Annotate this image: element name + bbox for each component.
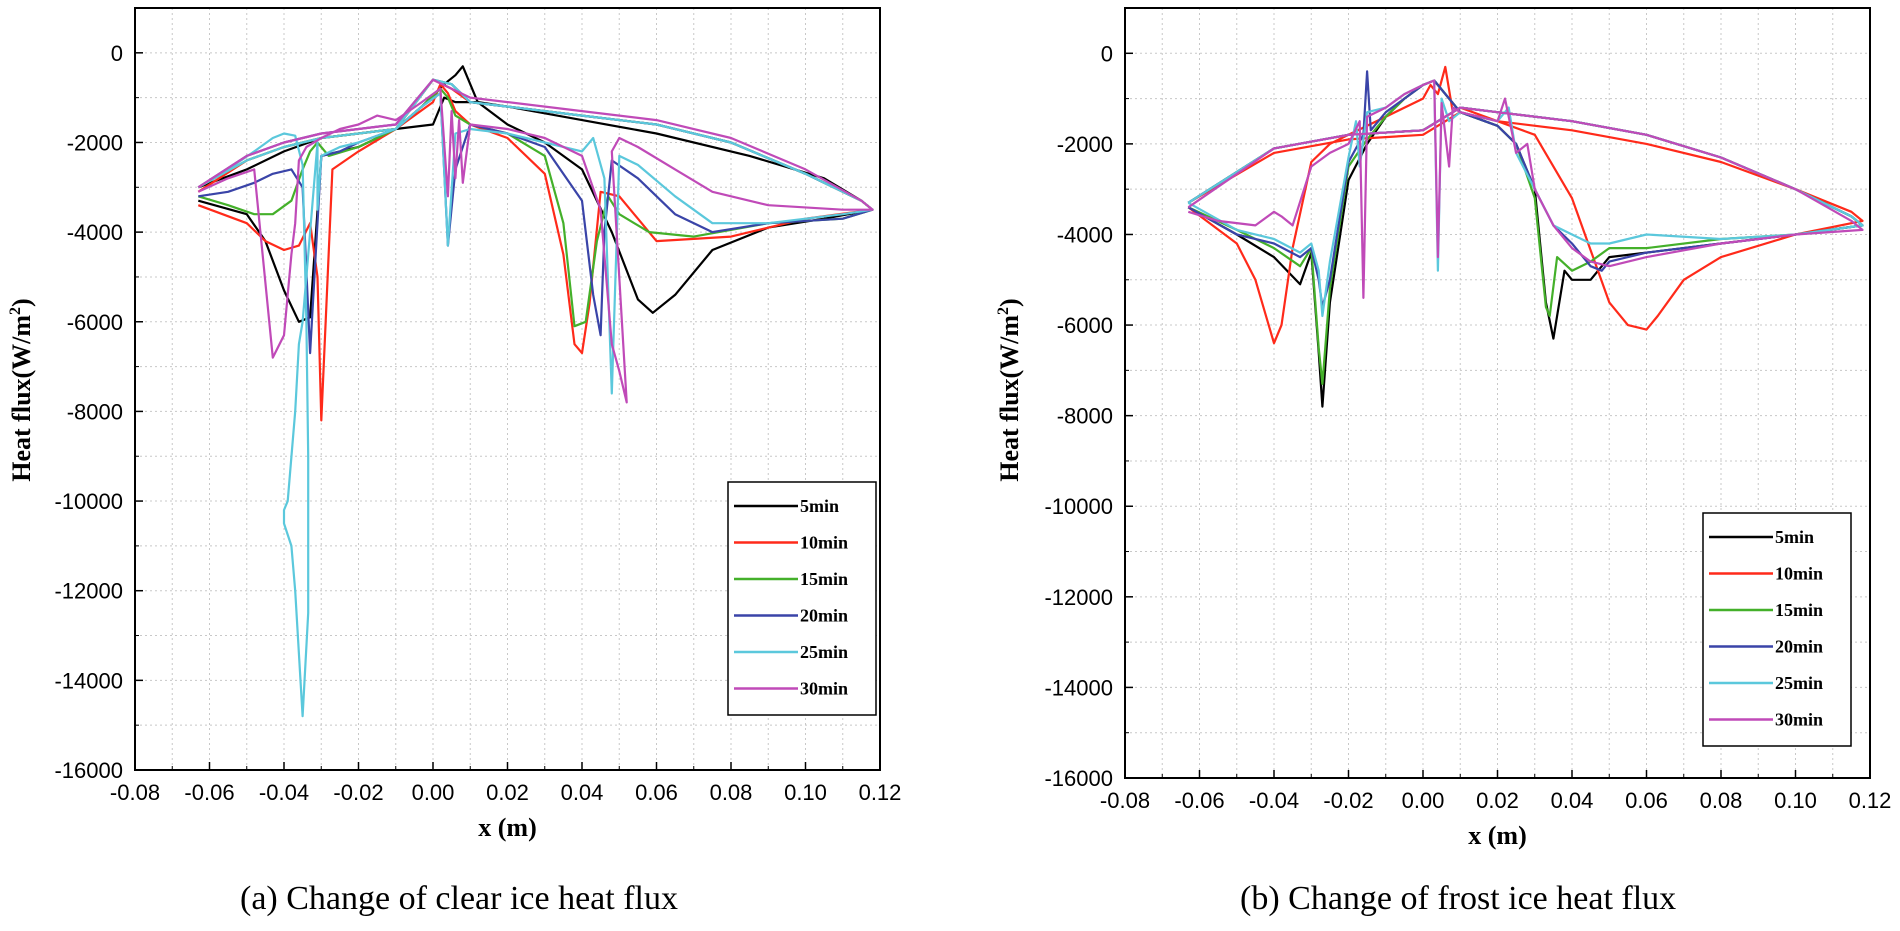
y-axis-label: Heat flux(W/m2) xyxy=(7,298,36,481)
y-tick-label: -6000 xyxy=(1057,313,1113,338)
series-line-25min xyxy=(197,78,874,718)
x-tick-label: -0.06 xyxy=(1174,788,1224,813)
legend-box xyxy=(1702,512,1852,747)
y-axis-label: Heat flux(W/m2) xyxy=(995,298,1024,481)
y-tick-label: -14000 xyxy=(1044,675,1113,700)
legend-label: 15min xyxy=(1775,600,1823,620)
legend: 5min 10min 15min 20min 25min 30min xyxy=(1702,512,1852,747)
series-group xyxy=(197,65,874,718)
x-tick-label: 0.06 xyxy=(1625,788,1668,813)
x-tick-label: 0.08 xyxy=(1700,788,1743,813)
legend-label: 30min xyxy=(1775,710,1823,730)
x-tick-label: 0.04 xyxy=(1551,788,1594,813)
x-tick-label: -0.02 xyxy=(333,780,383,805)
series-line-5min xyxy=(1187,79,1864,408)
y-axis-label-close: ) xyxy=(7,298,36,307)
x-tick-label: -0.02 xyxy=(1323,788,1373,813)
y-tick-label: -10000 xyxy=(54,489,123,514)
legend-label: 20min xyxy=(1775,637,1823,657)
series-line-10min xyxy=(1187,65,1864,345)
x-tick-label: 0.02 xyxy=(486,780,529,805)
y-axis-label-superscript: 2 xyxy=(995,307,1012,315)
y-tick-label: -8000 xyxy=(1057,404,1113,429)
series-line-15min xyxy=(197,78,874,328)
x-tick-label: -0.08 xyxy=(110,780,160,805)
x-tick-label: 0.08 xyxy=(710,780,753,805)
y-tick-label: -2000 xyxy=(67,130,123,155)
legend-label: 30min xyxy=(800,679,848,699)
y-tick-label: -8000 xyxy=(67,399,123,424)
legend-label: 10min xyxy=(800,533,848,553)
y-tick-label: -2000 xyxy=(1057,132,1113,157)
y-tick-label: -4000 xyxy=(1057,222,1113,247)
series-line-30min xyxy=(1187,79,1864,299)
series-line-10min xyxy=(197,78,874,422)
y-tick-label: -12000 xyxy=(1044,585,1113,610)
y-axis-label-text: Heat flux(W/m xyxy=(995,315,1024,482)
series-line-30min xyxy=(197,78,874,404)
caption-a: (a) Change of clear ice heat flux xyxy=(240,880,678,917)
legend-label: 25min xyxy=(800,642,848,662)
y-tick-label: -16000 xyxy=(54,758,123,783)
x-tick-label: -0.06 xyxy=(184,780,234,805)
legend-label: 5min xyxy=(800,496,839,516)
y-tick-label: 0 xyxy=(111,41,123,66)
x-tick-label: 0.12 xyxy=(1849,788,1892,813)
x-tick-label: 0.04 xyxy=(561,780,604,805)
x-axis-label: x (m) xyxy=(478,813,536,842)
legend-label: 15min xyxy=(800,569,848,589)
x-tick-label: 0.12 xyxy=(859,780,902,805)
x-tick-label: 0.02 xyxy=(1476,788,1519,813)
y-tick-label: -12000 xyxy=(54,579,123,604)
y-tick-label: 0 xyxy=(1101,41,1113,66)
y-tick-label: -16000 xyxy=(1044,766,1113,791)
x-tick-label: -0.08 xyxy=(1100,788,1150,813)
legend: 5min 10min 15min 20min 25min 30min xyxy=(727,481,877,716)
y-axis-label-close: ) xyxy=(995,298,1024,307)
x-tick-label: 0.00 xyxy=(1402,788,1445,813)
x-tick-label: -0.04 xyxy=(1249,788,1299,813)
chart-panel-a: -0.08 -0.06 -0.04 -0.02 0.00 0.02 0.04 0.06 0.08… xyxy=(7,7,902,842)
series-line-15min xyxy=(1187,79,1864,385)
legend-label: 5min xyxy=(1775,527,1814,547)
legend-box xyxy=(727,481,877,716)
y-tick-label: -4000 xyxy=(67,220,123,245)
legend-label: 10min xyxy=(1775,564,1823,584)
x-tick-label: 0.00 xyxy=(412,780,455,805)
y-axis-label-text: Heat flux(W/m xyxy=(7,315,36,482)
series-group xyxy=(1187,65,1864,408)
series-line-20min xyxy=(197,78,874,355)
caption-b: (b) Change of frost ice heat flux xyxy=(1240,880,1677,917)
chart-panel-b: -0.08 -0.06 -0.04 -0.02 0.00 0.02 0.04 0.06 0.08… xyxy=(995,7,1892,850)
y-tick-label: -10000 xyxy=(1044,494,1113,519)
x-tick-label: 0.06 xyxy=(635,780,678,805)
x-tick-label: 0.10 xyxy=(784,780,827,805)
x-axis-label: x (m) xyxy=(1468,821,1526,850)
y-tick-label: -6000 xyxy=(67,310,123,335)
y-tick-label: -14000 xyxy=(54,668,123,693)
legend-label: 20min xyxy=(800,606,848,626)
x-tick-label: 0.10 xyxy=(1774,788,1817,813)
y-axis-label-superscript: 2 xyxy=(7,307,24,315)
x-tick-label: -0.04 xyxy=(259,780,309,805)
legend-label: 25min xyxy=(1775,673,1823,693)
